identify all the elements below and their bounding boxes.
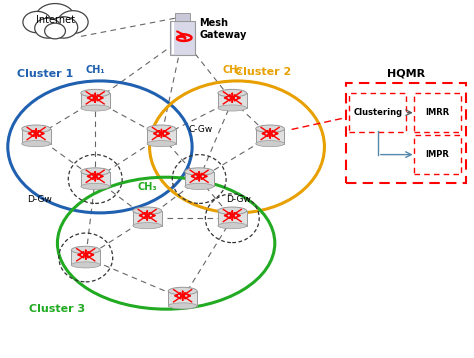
Ellipse shape — [218, 223, 246, 229]
Text: D-Gw: D-Gw — [226, 195, 251, 204]
Text: CH₃: CH₃ — [137, 183, 157, 193]
Ellipse shape — [255, 125, 284, 132]
Ellipse shape — [218, 90, 246, 97]
FancyBboxPatch shape — [346, 83, 466, 183]
FancyBboxPatch shape — [414, 135, 461, 174]
Text: Clustering: Clustering — [353, 108, 402, 117]
Text: C-Gw: C-Gw — [188, 125, 212, 134]
Ellipse shape — [72, 246, 100, 254]
Ellipse shape — [185, 168, 214, 175]
Ellipse shape — [218, 105, 246, 111]
FancyBboxPatch shape — [133, 211, 162, 226]
Text: D-Gw: D-Gw — [27, 195, 52, 204]
FancyBboxPatch shape — [175, 13, 190, 21]
FancyBboxPatch shape — [349, 93, 406, 132]
Circle shape — [35, 4, 75, 34]
Ellipse shape — [168, 303, 197, 309]
Text: CH₂: CH₂ — [222, 65, 242, 75]
FancyBboxPatch shape — [81, 171, 109, 187]
FancyBboxPatch shape — [185, 171, 214, 187]
FancyBboxPatch shape — [255, 129, 284, 144]
Ellipse shape — [72, 262, 100, 268]
FancyBboxPatch shape — [72, 250, 100, 265]
Text: Cluster 3: Cluster 3 — [29, 304, 85, 314]
Circle shape — [45, 23, 65, 39]
FancyBboxPatch shape — [414, 93, 461, 132]
Text: Cluster 1: Cluster 1 — [17, 69, 73, 79]
Ellipse shape — [81, 105, 109, 111]
Ellipse shape — [168, 287, 197, 295]
FancyBboxPatch shape — [218, 211, 246, 226]
FancyBboxPatch shape — [22, 129, 51, 144]
Ellipse shape — [147, 125, 176, 132]
Ellipse shape — [81, 183, 109, 189]
Circle shape — [58, 11, 88, 34]
Ellipse shape — [147, 141, 176, 147]
Circle shape — [23, 11, 51, 33]
Ellipse shape — [218, 207, 246, 214]
Ellipse shape — [81, 168, 109, 175]
Text: CH₁: CH₁ — [85, 65, 105, 75]
Text: IMPR: IMPR — [425, 150, 449, 159]
FancyBboxPatch shape — [218, 93, 246, 108]
Text: HQMR: HQMR — [387, 69, 425, 79]
Ellipse shape — [81, 90, 109, 97]
Ellipse shape — [185, 183, 214, 189]
FancyBboxPatch shape — [147, 129, 176, 144]
Text: IMRR: IMRR — [425, 108, 449, 117]
Ellipse shape — [133, 223, 162, 229]
Circle shape — [35, 18, 61, 38]
Circle shape — [49, 17, 78, 38]
Ellipse shape — [255, 141, 284, 147]
FancyBboxPatch shape — [81, 93, 109, 108]
Ellipse shape — [22, 141, 51, 147]
Text: Mesh
Gateway: Mesh Gateway — [199, 18, 246, 40]
FancyBboxPatch shape — [170, 21, 195, 55]
Text: Cluster 2: Cluster 2 — [235, 67, 291, 77]
FancyBboxPatch shape — [168, 291, 197, 306]
Ellipse shape — [22, 125, 51, 132]
Ellipse shape — [133, 207, 162, 214]
Text: Internet: Internet — [36, 15, 74, 25]
